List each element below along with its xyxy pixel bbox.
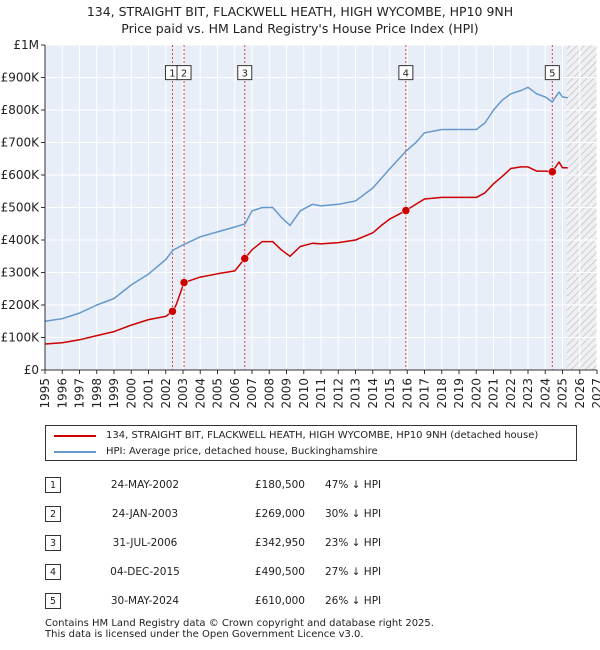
sale-label-box xyxy=(544,65,560,81)
y-tick-label: £400K xyxy=(1,233,41,247)
sale-label-text: 3 xyxy=(242,69,248,80)
legend-label-property: 134, STRAIGHT BIT, FLACKWELL HEATH, HIGH… xyxy=(106,430,539,441)
sale-point xyxy=(168,307,177,316)
x-tick-label: 2006 xyxy=(228,378,242,409)
x-tick-label: 1998 xyxy=(90,378,104,409)
sale-label-text: 1 xyxy=(169,69,175,80)
sale-date: 30-MAY-2024 xyxy=(110,594,180,607)
x-tick-label: 2011 xyxy=(314,378,328,409)
y-tick-label: £600K xyxy=(1,168,41,182)
legend: 134, STRAIGHT BIT, FLACKWELL HEATH, HIGH… xyxy=(45,425,577,461)
y-tick-label: £0 xyxy=(24,363,39,377)
legend-label-hpi: HPI: Average price, detached house, Buck… xyxy=(106,446,378,457)
footer-copyright: Contains HM Land Registry data © Crown c… xyxy=(45,618,434,629)
sale-hpi-diff: 23% ↓ HPI xyxy=(325,536,382,549)
sale-label-text: 5 xyxy=(549,69,555,80)
y-tick-label: £500K xyxy=(1,201,41,215)
x-tick-label: 2010 xyxy=(297,378,311,409)
sale-number: 3 xyxy=(45,534,61,551)
y-tick-label: £200K xyxy=(1,298,41,312)
sale-date: 31-JUL-2006 xyxy=(112,536,178,549)
x-tick-label: 2005 xyxy=(211,378,225,409)
x-tick-label: 2014 xyxy=(366,378,380,409)
y-tick-label: £900K xyxy=(1,71,41,85)
sale-price: £180,500 xyxy=(254,478,305,491)
x-tick-label: 2007 xyxy=(245,378,259,409)
sale-price: £269,000 xyxy=(254,507,305,520)
sale-label-box xyxy=(398,65,414,81)
legend-swatch-hpi xyxy=(54,451,96,453)
sale-number: 4 xyxy=(45,563,61,580)
x-tick-label: 1995 xyxy=(38,378,52,409)
chart-title: 134, STRAIGHT BIT, FLACKWELL HEATH, HIGH… xyxy=(0,3,600,37)
x-tick-label: 2027 xyxy=(590,378,600,409)
x-tick-label: 1999 xyxy=(107,378,121,409)
sale-point xyxy=(548,167,557,176)
x-tick-label: 2000 xyxy=(124,378,138,409)
y-tick-label: £800K xyxy=(1,103,41,117)
x-tick-label: 2016 xyxy=(400,378,414,409)
sale-point xyxy=(179,278,189,287)
title-line-2: Price paid vs. HM Land Registry's House … xyxy=(121,21,479,36)
x-tick-label: 2025 xyxy=(556,378,570,409)
legend-swatch-property xyxy=(54,435,96,437)
sales-table: 1 24-MAY-2002 £180,500 47% ↓ HPI 2 24-JA… xyxy=(40,470,425,615)
x-tick-label: 2012 xyxy=(331,378,345,409)
sale-point xyxy=(240,254,250,263)
sale-label-box xyxy=(176,65,192,81)
sale-number: 1 xyxy=(45,476,61,493)
x-tick-label: 2001 xyxy=(142,378,156,409)
sale-label-box xyxy=(237,65,253,81)
table-row: 1 24-MAY-2002 £180,500 47% ↓ HPI xyxy=(40,470,425,499)
x-tick-label: 2022 xyxy=(504,378,518,409)
x-tick-label: 2018 xyxy=(435,378,449,409)
y-tick-label: £100K xyxy=(1,331,41,345)
sale-hpi-diff: 27% ↓ HPI xyxy=(325,565,382,578)
sale-number: 5 xyxy=(45,592,61,609)
sale-hpi-diff: 47% ↓ HPI xyxy=(325,478,382,491)
sale-date: 04-DEC-2015 xyxy=(110,565,180,578)
x-tick-label: 2026 xyxy=(573,378,587,409)
x-tick-label: 2004 xyxy=(193,378,207,409)
table-row: 2 24-JAN-2003 £269,000 30% ↓ HPI xyxy=(40,499,425,528)
table-row: 3 31-JUL-2006 £342,950 23% ↓ HPI xyxy=(40,528,425,557)
footer: Contains HM Land Registry data © Crown c… xyxy=(45,618,434,640)
x-tick-label: 2009 xyxy=(280,378,294,409)
legend-item-hpi: HPI: Average price, detached house, Buck… xyxy=(54,444,378,460)
x-tick-label: 2021 xyxy=(487,378,501,409)
x-tick-label: 2024 xyxy=(538,378,552,409)
sale-hpi-diff: 26% ↓ HPI xyxy=(325,594,382,607)
title-line-1: 134, STRAIGHT BIT, FLACKWELL HEATH, HIGH… xyxy=(86,4,514,19)
table-row: 5 30-MAY-2024 £610,000 26% ↓ HPI xyxy=(40,586,425,615)
x-tick-label: 2020 xyxy=(469,378,483,409)
x-tick-label: 2002 xyxy=(159,378,173,409)
x-tick-label: 1996 xyxy=(55,378,69,409)
series-line-hpi xyxy=(44,86,568,323)
x-tick-label: 2013 xyxy=(349,378,363,409)
sale-label-text: 4 xyxy=(403,69,409,80)
sale-date: 24-MAY-2002 xyxy=(110,478,180,491)
x-tick-label: 2023 xyxy=(521,378,535,409)
table-row: 4 04-DEC-2015 £490,500 27% ↓ HPI xyxy=(40,557,425,586)
sale-price: £490,500 xyxy=(254,565,305,578)
y-tick-label: £300K xyxy=(1,266,41,280)
x-tick-label: 2008 xyxy=(262,378,276,409)
x-tick-label: 2015 xyxy=(383,378,397,409)
x-tick-label: 1997 xyxy=(73,378,87,409)
sale-number: 2 xyxy=(45,505,61,522)
sale-label-text: 2 xyxy=(181,69,187,80)
sale-price: £610,000 xyxy=(254,594,305,607)
sale-date: 24-JAN-2003 xyxy=(111,507,179,520)
footer-licence: This data is licensed under the Open Gov… xyxy=(45,629,364,640)
x-tick-label: 2003 xyxy=(176,378,190,409)
x-tick-label: 2017 xyxy=(418,378,432,409)
sale-point xyxy=(401,206,411,215)
y-tick-label: £1M xyxy=(13,38,39,52)
x-tick-label: 2019 xyxy=(452,378,466,409)
sale-price: £342,950 xyxy=(254,536,305,549)
legend-item-property: 134, STRAIGHT BIT, FLACKWELL HEATH, HIGH… xyxy=(54,428,538,444)
sale-hpi-diff: 30% ↓ HPI xyxy=(325,507,382,520)
y-tick-label: £700K xyxy=(1,136,41,150)
